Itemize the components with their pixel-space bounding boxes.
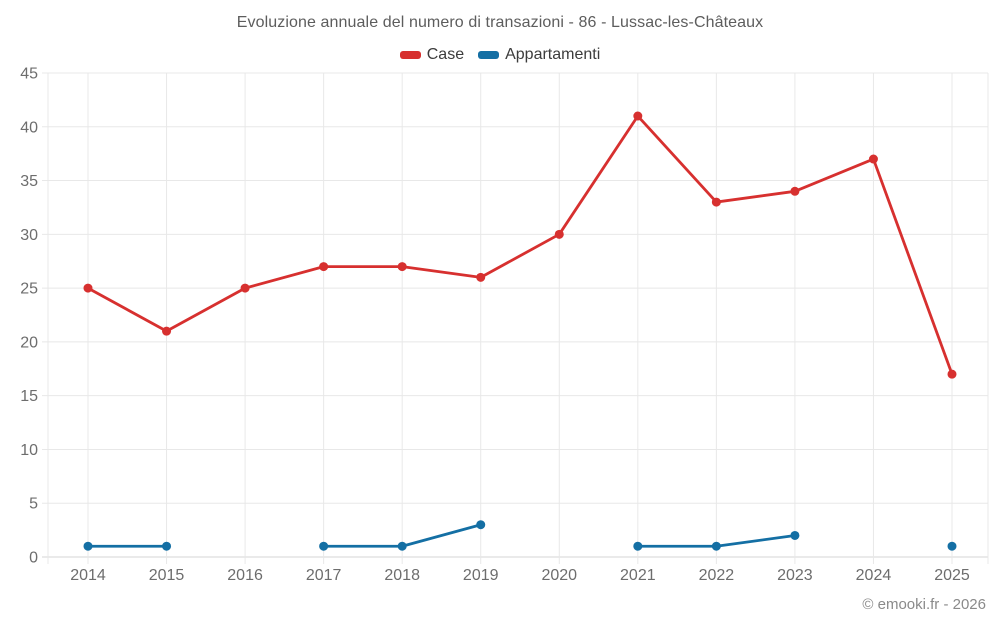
data-point-case-2025 xyxy=(947,369,957,379)
data-point-case-2015 xyxy=(162,326,172,336)
data-point-case-2024 xyxy=(868,154,878,164)
y-axis-tick-label: 20 xyxy=(20,334,38,351)
data-point-case-2020 xyxy=(554,229,564,239)
y-axis-tick-label: 30 xyxy=(20,227,38,244)
y-axis-tick-label: 25 xyxy=(20,281,38,298)
x-axis-tick-label: 2021 xyxy=(620,567,656,584)
legend-swatch-case xyxy=(399,51,421,59)
data-point-case-2016 xyxy=(240,283,250,293)
legend-item-case[interactable]: Case xyxy=(399,46,465,64)
data-point-appartamenti-2019 xyxy=(476,520,486,530)
x-axis-tick-label: 2020 xyxy=(541,567,577,584)
x-axis-tick-label: 2022 xyxy=(699,567,735,584)
x-axis-tick-label: 2023 xyxy=(777,567,813,584)
legend-label-appartamenti: Appartamenti xyxy=(505,46,601,63)
x-axis-tick-label: 2015 xyxy=(149,567,185,584)
data-point-case-2019 xyxy=(476,272,486,282)
data-point-appartamenti-2014 xyxy=(83,541,93,551)
x-axis-tick-label: 2014 xyxy=(70,567,106,584)
y-axis-tick-label: 5 xyxy=(29,496,38,513)
x-axis-tick-label: 2025 xyxy=(934,567,970,584)
y-axis-tick-label: 45 xyxy=(20,66,38,83)
data-point-case-2022 xyxy=(711,197,721,207)
data-point-appartamenti-2015 xyxy=(162,541,172,551)
y-axis-tick-label: 40 xyxy=(20,119,38,136)
y-axis-tick-label: 35 xyxy=(20,173,38,190)
data-point-case-2018 xyxy=(397,262,407,272)
x-axis-tick-label: 2019 xyxy=(463,567,499,584)
series-line-case xyxy=(86,114,954,376)
data-point-case-2017 xyxy=(319,262,329,272)
chart-legend: Case Appartamenti xyxy=(0,46,1000,64)
legend-label-case: Case xyxy=(426,46,465,63)
legend-item-appartamenti[interactable]: Appartamenti xyxy=(478,46,600,64)
x-axis-tick-label: 2016 xyxy=(227,567,263,584)
x-axis-tick-label: 2024 xyxy=(856,567,892,584)
data-point-case-2023 xyxy=(790,186,800,196)
chart-title: Evoluzione annuale del numero di transaz… xyxy=(236,14,764,31)
y-axis-tick-label: 15 xyxy=(20,388,38,405)
copyright-note: © emooki.fr - 2026 xyxy=(862,596,986,613)
data-point-appartamenti-2025 xyxy=(947,541,957,551)
y-axis-tick-label: 0 xyxy=(29,550,38,567)
x-axis-tick-label: 2017 xyxy=(306,567,342,584)
data-point-appartamenti-2018 xyxy=(397,541,407,551)
y-axis-tick-label: 10 xyxy=(20,442,38,459)
legend-swatch-appartamenti xyxy=(478,51,500,59)
data-point-appartamenti-2021 xyxy=(633,541,643,551)
data-point-case-2014 xyxy=(83,283,93,293)
data-point-appartamenti-2017 xyxy=(319,541,329,551)
x-axis-tick-label: 2018 xyxy=(384,567,420,584)
data-point-appartamenti-2022 xyxy=(711,541,721,551)
data-point-appartamenti-2023 xyxy=(790,530,800,540)
data-point-case-2021 xyxy=(633,111,643,121)
